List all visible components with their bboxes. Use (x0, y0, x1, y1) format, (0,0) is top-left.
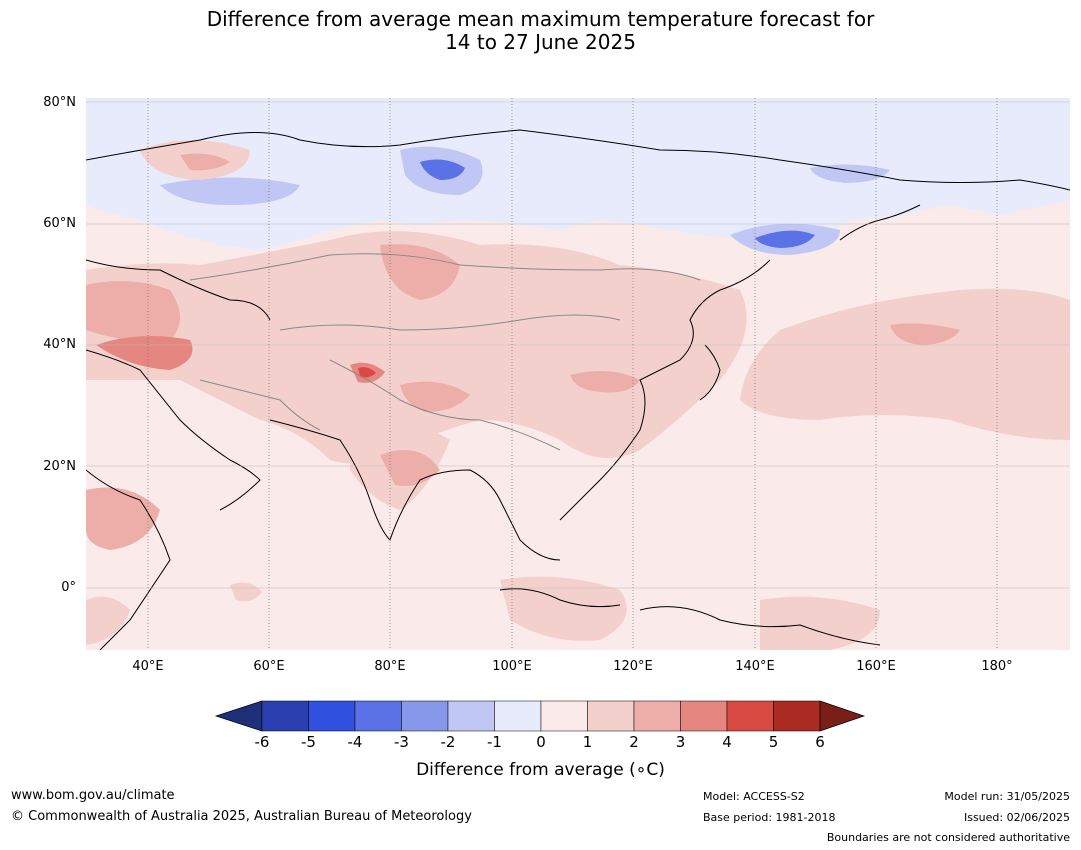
lat-label-80n: 80°N (43, 95, 76, 110)
colorbar-tick-label: -3 (394, 733, 409, 751)
lat-label-60n: 60°N (43, 216, 76, 231)
anomaly-region-cool-7 (810, 164, 890, 183)
colorbar-tick-label: 2 (629, 733, 639, 751)
footer-url[interactable]: www.bom.gov.au/climate (11, 788, 175, 803)
colorbar-tick-label: 5 (768, 733, 779, 751)
lon-label-80e: 80°E (374, 659, 406, 674)
title-line-2: 14 to 27 June 2025 (445, 30, 636, 54)
colorbar-cell (633, 700, 681, 732)
country-boundaries (189, 253, 701, 451)
anomaly-region-warm-4 (740, 288, 1070, 440)
lon-label-180: 180° (981, 659, 1013, 674)
anomaly-region-warm-3 (86, 231, 747, 464)
colorbar-tick-label: -6 (254, 733, 270, 751)
anomaly-region-warm-8 (380, 244, 460, 300)
lat-label-0: 0° (61, 580, 76, 595)
colorbar-cell (726, 700, 774, 732)
colorbar-cell (308, 700, 356, 732)
colorbar-tick-label: 1 (582, 733, 593, 751)
anomaly-region-cool-north (86, 98, 1070, 250)
footer-disclaimer: Boundaries are not considered authoritat… (826, 831, 1070, 844)
footer-model: Model: ACCESS-S2 (703, 790, 805, 803)
colorbar-tick-label: 3 (675, 733, 686, 751)
anomaly-region-warm-19 (86, 596, 130, 645)
footer-base-period: Base period: 1981-2018 (703, 811, 836, 824)
colorbar-cell (447, 700, 495, 732)
colorbar-extend-high (819, 700, 866, 732)
lon-label-160e: 160°E (856, 659, 896, 674)
gridlines (86, 98, 1070, 650)
anomaly-region-cool-3 (420, 159, 465, 180)
anomaly-region-cool-6 (160, 177, 300, 205)
colorbar-tick-label: 6 (815, 733, 825, 751)
anomaly-region-warm-6 (86, 281, 180, 342)
colorbar-cell (773, 700, 821, 732)
coastlines (86, 129, 1070, 650)
colorbar-cells (214, 700, 866, 732)
footer-model-run: Model run: 31/05/2025 (944, 790, 1070, 803)
colorbar-title: Difference from average (∘C) (416, 760, 665, 780)
lon-label-100e: 100°E (492, 659, 532, 674)
footer-issued: Issued: 02/06/2025 (963, 811, 1070, 824)
colorbar (214, 700, 866, 732)
lon-label-40e: 40°E (132, 659, 164, 674)
lon-label-60e: 60°E (253, 659, 285, 674)
colorbar-cell (587, 700, 635, 732)
colorbar-tick-label: -2 (440, 733, 456, 751)
colorbar-cell (401, 700, 449, 732)
anomaly-region-warm-18 (760, 596, 880, 650)
colorbar-tick-label: 0 (536, 733, 546, 751)
anomaly-region-warm-17 (500, 576, 627, 641)
colorbar-cell (680, 700, 728, 732)
lat-label-40n: 40°N (43, 337, 76, 352)
footer-copyright: © Commonwealth of Australia 2025, Austra… (11, 809, 472, 824)
colorbar-extend-low (214, 700, 263, 732)
anomaly-region-warm-10 (400, 381, 470, 412)
title-line-1: Difference from average mean maximum tem… (206, 7, 875, 31)
colorbar-cell (540, 700, 588, 732)
lon-label-120e: 120°E (613, 659, 653, 674)
lat-label-20n: 20°N (43, 459, 76, 474)
colorbar-tick-label: -5 (301, 733, 316, 751)
anomaly-region-warm-5 (890, 323, 960, 345)
anomaly-region-warm-12 (358, 367, 376, 378)
map-title: Difference from average mean maximum tem… (0, 8, 1081, 54)
forecast-map (86, 98, 1070, 650)
anomaly-region-warm-7 (96, 336, 193, 370)
anomaly-region-warm-14 (380, 450, 440, 486)
colorbar-cell (354, 700, 402, 732)
anomaly-region-warm-2 (180, 153, 230, 171)
anomaly-region-warm-9 (570, 371, 640, 393)
lon-label-140e: 140°E (735, 659, 775, 674)
colorbar-tick-label: -1 (487, 733, 502, 751)
colorbar-cell (261, 700, 309, 732)
colorbar-tick-label: 4 (722, 733, 732, 751)
anomaly-region-cool-5 (755, 230, 815, 248)
colorbar-tick-label: -4 (347, 733, 363, 751)
anomaly-region-warm-16 (230, 582, 262, 602)
colorbar-cell (494, 700, 542, 732)
